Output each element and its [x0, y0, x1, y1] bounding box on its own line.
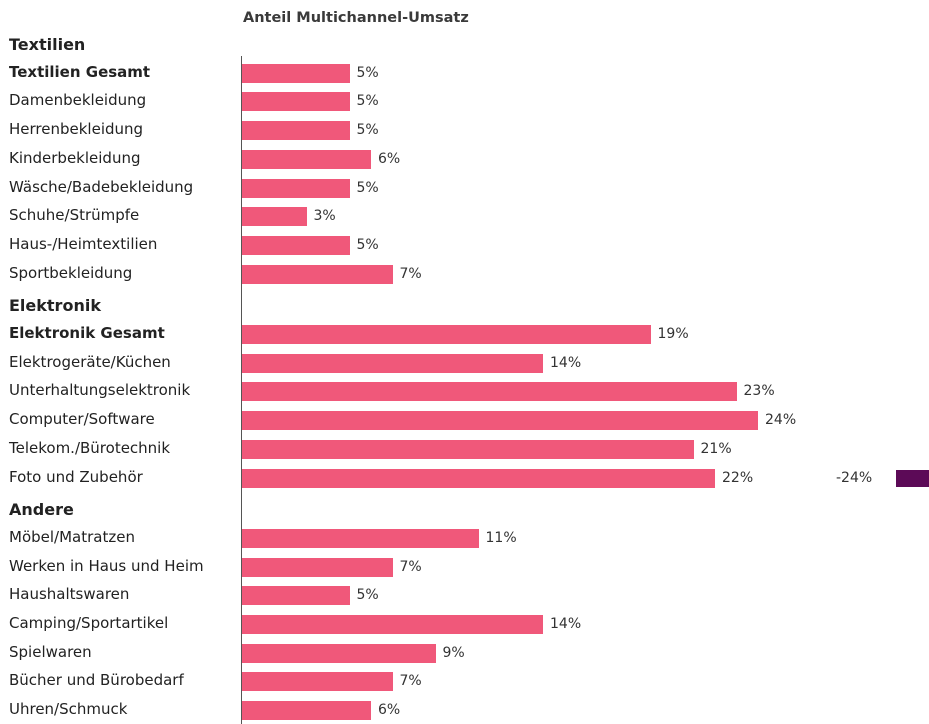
category-label: Sportbekleidung: [9, 263, 133, 282]
bar: [242, 439, 694, 459]
bar: [242, 121, 350, 141]
category-label: Uhren/Schmuck: [9, 700, 128, 719]
category-label: Schuhe/Strümpfe: [9, 206, 140, 225]
group-label: Elektronik: [9, 296, 101, 316]
data-label: 21%: [700, 440, 732, 457]
bar: [242, 643, 436, 663]
category-label: Wäsche/Badebekleidung: [9, 177, 194, 196]
data-label: 9%: [442, 644, 465, 661]
category-label: Telekom./Bürotechnik: [9, 438, 171, 457]
bar: [242, 178, 350, 198]
data-label: 3%: [313, 208, 336, 225]
bar: [242, 235, 350, 255]
category-label: Haushaltswaren: [9, 585, 130, 604]
bar: [242, 615, 543, 634]
data-label: 5%: [356, 64, 379, 81]
category-label: Computer/Software: [9, 410, 155, 429]
bar: [242, 92, 350, 112]
bar: [242, 528, 479, 548]
data-label: 22%: [722, 469, 754, 486]
data-label: 7%: [399, 673, 422, 690]
data-label: 23%: [743, 383, 775, 400]
data-label: 6%: [378, 702, 401, 719]
category-label: Möbel/Matratzen: [9, 527, 135, 546]
data-label: 6%: [378, 150, 401, 167]
data-label: 5%: [356, 587, 379, 604]
category-label: Textilien Gesamt: [9, 62, 151, 81]
category-label: Damenbekleidung: [9, 91, 147, 110]
bar: [242, 411, 758, 431]
category-label: Unterhaltungselektronik: [9, 381, 191, 400]
bar: [242, 207, 307, 227]
extra-data-label: -24%: [836, 469, 873, 486]
data-label: 24%: [765, 412, 797, 429]
chart-title: Anteil Multichannel-Umsatz: [243, 10, 469, 26]
group-label: Andere: [9, 500, 74, 520]
data-label: 14%: [550, 616, 582, 632]
category-label: Camping/Sportartikel: [9, 614, 169, 632]
bar: [242, 382, 737, 402]
category-label: Werken in Haus und Heim: [9, 556, 204, 575]
extra-bar: [896, 469, 929, 487]
category-label: Haus-/Heimtextilien: [9, 234, 158, 253]
data-label: 14%: [550, 354, 582, 371]
group-label: Textilien: [9, 35, 86, 54]
bar: [242, 63, 350, 83]
data-label: 5%: [356, 236, 379, 253]
bar: [242, 586, 350, 606]
data-label: 5%: [356, 93, 379, 110]
bar: [242, 672, 393, 692]
bar: [242, 149, 371, 169]
category-label: Herrenbekleidung: [9, 120, 144, 139]
data-label: 5%: [356, 179, 379, 196]
bar: [242, 264, 393, 284]
category-label: Spielwaren: [9, 642, 92, 661]
data-label: 5%: [356, 122, 379, 139]
bar: [242, 701, 371, 721]
bar: [242, 557, 393, 577]
category-label: Kinderbekleidung: [9, 148, 141, 167]
category-label: Bücher und Bürobedarf: [9, 671, 184, 690]
category-label: Elektronik Gesamt: [9, 324, 165, 342]
bar: [242, 468, 715, 488]
bar: [242, 325, 651, 344]
data-label: 7%: [399, 265, 422, 282]
bar: [242, 353, 543, 373]
data-label: 7%: [399, 558, 422, 575]
category-label: Foto und Zubehör: [9, 467, 143, 486]
data-label: 19%: [657, 326, 689, 342]
y-axis-line: [241, 56, 242, 724]
category-label: Elektrogeräte/Küchen: [9, 352, 171, 371]
data-label: 11%: [485, 529, 517, 546]
